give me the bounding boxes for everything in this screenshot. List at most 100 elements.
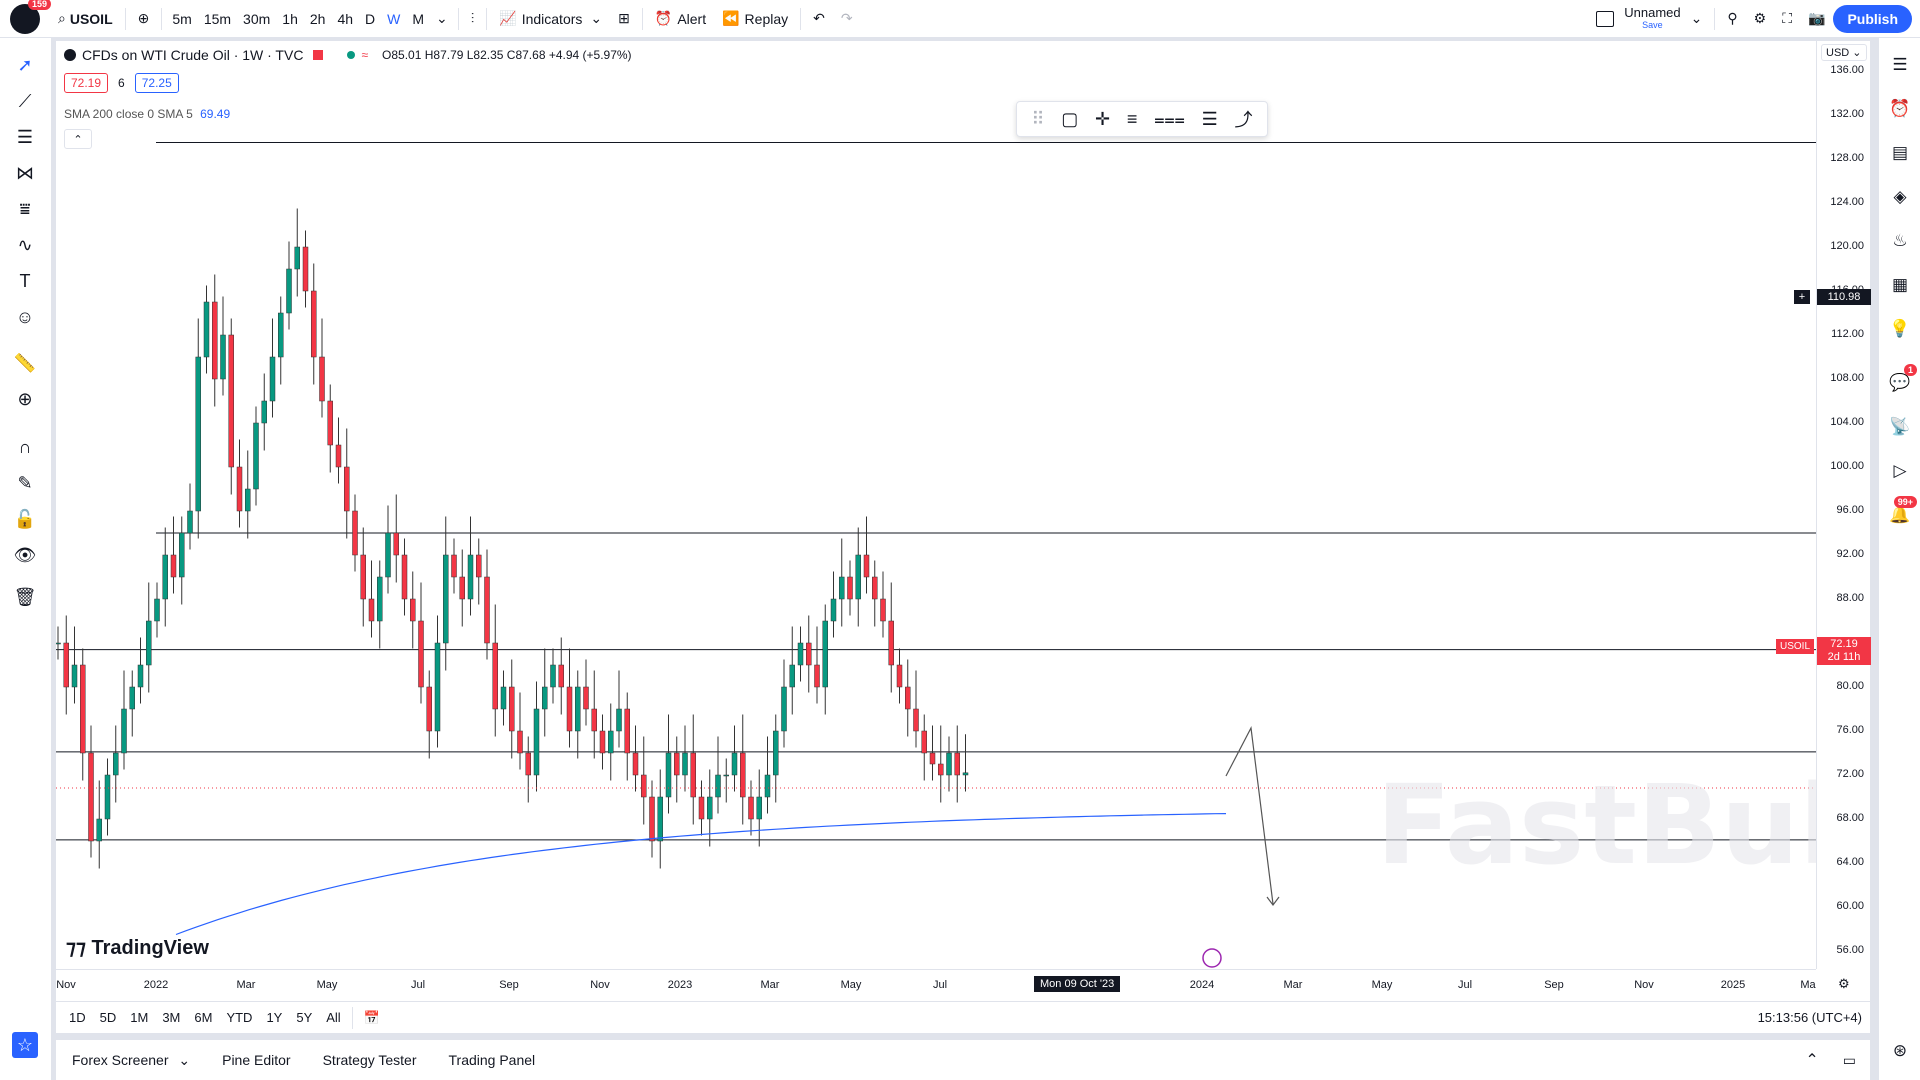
indicators-button[interactable]: 📈 Indicators ⌄: [491, 0, 610, 38]
favorites-star-icon[interactable]: ☆: [12, 1032, 38, 1058]
bid-price[interactable]: 72.19: [64, 73, 109, 93]
hotlist-flame-icon[interactable]: ♨: [1892, 231, 1908, 250]
candle-body: [492, 642, 498, 710]
interval-d[interactable]: D: [365, 10, 376, 27]
chevron-up-icon[interactable]: ⌃: [1805, 1052, 1819, 1069]
compare-symbol-button[interactable]: ⊕: [130, 0, 158, 38]
currency-select[interactable]: USD ⌄: [1821, 44, 1867, 61]
ask-price[interactable]: 72.25: [134, 73, 179, 93]
range-1d[interactable]: 1D: [69, 1010, 86, 1025]
candle-body: [872, 576, 878, 600]
chart-pane[interactable]: FastBull ⁊⁊ TradingView CFDs on WTI Crud…: [56, 41, 1816, 969]
layers-icon[interactable]: ◈: [1893, 187, 1907, 206]
interval-w[interactable]: W: [387, 10, 401, 27]
lock-icon[interactable]: 🔓: [13, 508, 37, 529]
brush-icon[interactable]: ∿: [17, 234, 33, 255]
sma-legend[interactable]: SMA 200 close 0 SMA 5 69.49: [64, 107, 230, 121]
interval-m[interactable]: M: [412, 10, 425, 27]
legend-title[interactable]: CFDs on WTI Crude Oil · 1W · TVC: [82, 47, 304, 63]
collapse-legend-button[interactable]: ⌃: [64, 129, 92, 149]
add-plus-icon[interactable]: +: [1794, 290, 1810, 304]
fullscreen-button[interactable]: ⛶: [1774, 0, 1800, 38]
ideas-bulb-icon[interactable]: 💡: [1889, 319, 1911, 338]
trend-line-icon[interactable]: ⟋: [18, 90, 32, 111]
quick-search-button[interactable]: ⚲: [1719, 0, 1745, 38]
interval-30m[interactable]: 30m: [243, 10, 271, 27]
alert-button[interactable]: ⏰ Alert: [647, 0, 714, 38]
range-1m[interactable]: 1M: [130, 1010, 149, 1025]
lock-drawing-icon[interactable]: ✎: [17, 472, 33, 493]
range-ytd[interactable]: YTD: [226, 1010, 253, 1025]
zoom-in-icon[interactable]: ⊕: [17, 388, 33, 409]
bottom-panel-tabs: Forex Screener ⌄ Pine Editor Strategy Te…: [56, 1040, 1870, 1080]
text-icon[interactable]: T: [19, 270, 31, 291]
interval-1h[interactable]: 1h: [282, 10, 298, 27]
data-window-icon[interactable]: ▤: [1891, 143, 1909, 162]
cursor-icon[interactable]: ➚: [17, 54, 33, 75]
range-3m[interactable]: 3M: [162, 1010, 181, 1025]
maximize-panel-icon[interactable]: ▭: [1842, 1051, 1856, 1068]
range-1y[interactable]: 1Y: [266, 1010, 283, 1025]
time-axis-settings-icon[interactable]: ⚙: [1838, 976, 1850, 991]
chart-type-button[interactable]: ⫶: [463, 0, 483, 38]
range-all[interactable]: All: [326, 1010, 341, 1025]
candle-body: [682, 752, 688, 776]
range-6m[interactable]: 6M: [194, 1010, 213, 1025]
interval-4h[interactable]: 4h: [337, 10, 354, 27]
indicators-label: Indicators: [521, 10, 583, 27]
time-axis[interactable]: Nov 2022 Mar May Jul Sep Nov 2023 Mar May Jul 2024 M…: [56, 969, 1850, 1001]
parallel-channel-icon[interactable]: ⩶: [1154, 108, 1185, 129]
watchlist-icon[interactable]: ☰: [1892, 55, 1908, 74]
replay-button[interactable]: ⏪ Replay: [714, 0, 796, 38]
settings-button[interactable]: ⚙: [1746, 0, 1775, 38]
rectangle-icon[interactable]: ▢: [1061, 108, 1079, 129]
undo-button[interactable]: ↶: [805, 0, 833, 38]
last-price-symbol-tag: USOIL: [1776, 639, 1815, 654]
price-chart[interactable]: [56, 41, 1816, 969]
tab-forex-screener[interactable]: Forex Screener ⌄: [56, 1052, 206, 1069]
fib-channel-icon[interactable]: ☰: [1201, 108, 1218, 129]
calendar-icon[interactable]: ▦: [1891, 275, 1909, 294]
layout-icon: [1596, 10, 1615, 27]
eye-icon[interactable]: 👁: [13, 544, 37, 565]
emoji-icon[interactable]: ☺: [15, 306, 35, 327]
redo-button[interactable]: ↷: [833, 0, 861, 38]
layout-menu[interactable]: Unnamed Save ⌄: [1588, 0, 1710, 38]
horizontal-lines-icon[interactable]: ≡: [1126, 108, 1138, 129]
interval-2h[interactable]: 2h: [309, 10, 326, 27]
forecast-icon[interactable]: ⤴: [1234, 110, 1253, 130]
magnet-icon[interactable]: ∩: [18, 436, 32, 457]
chat-icon[interactable]: 💬 1: [1887, 364, 1917, 396]
publish-button[interactable]: Publish: [1833, 4, 1912, 33]
trash-icon[interactable]: 🗑: [13, 586, 37, 607]
interval-15m[interactable]: 15m: [203, 10, 232, 27]
crosshair-icon[interactable]: ✛: [1095, 108, 1111, 129]
drag-handle-icon[interactable]: ⠿: [1031, 108, 1045, 129]
tab-strategy-tester[interactable]: Strategy Tester: [322, 1052, 417, 1068]
clock-display[interactable]: 15:13:56 (UTC+4): [1757, 1010, 1862, 1025]
help-icon[interactable]: ⊛: [1892, 1041, 1908, 1060]
user-avatar[interactable]: 159: [10, 0, 52, 34]
date-range-calendar-icon[interactable]: 📅: [363, 1009, 380, 1025]
range-5d[interactable]: 5D: [99, 1010, 117, 1025]
streams-icon[interactable]: 📡: [1889, 417, 1911, 436]
ruler-icon[interactable]: 📏: [13, 352, 37, 373]
symbol-search[interactable]: ⌕ USOIL: [50, 0, 121, 38]
range-5y[interactable]: 5Y: [296, 1010, 313, 1025]
pattern-icon[interactable]: ⋈: [16, 162, 34, 183]
tab-trading-panel[interactable]: Trading Panel: [448, 1052, 536, 1068]
fib-retracement-icon[interactable]: ☰: [16, 126, 34, 147]
tab-pine-editor[interactable]: Pine Editor: [222, 1052, 291, 1068]
snapshot-button[interactable]: 📷: [1800, 0, 1833, 38]
redo-icon: ↷: [840, 10, 853, 26]
notifications-bell-icon[interactable]: 🔔 99+: [1887, 496, 1917, 528]
candle-body: [418, 620, 424, 688]
candle-body: [583, 686, 589, 710]
chevron-down-icon[interactable]: ⌄: [436, 10, 448, 26]
templates-button[interactable]: ⊞: [610, 0, 638, 38]
alerts-clock-icon[interactable]: ⏰: [1889, 99, 1911, 118]
price-axis[interactable]: USD ⌄ 136.00132.00128.00124.00120.00116.…: [1816, 41, 1871, 969]
playback-icon[interactable]: ▷: [1893, 461, 1907, 480]
interval-5m[interactable]: 5m: [172, 10, 192, 27]
projection-icon[interactable]: ⩸: [19, 198, 31, 219]
